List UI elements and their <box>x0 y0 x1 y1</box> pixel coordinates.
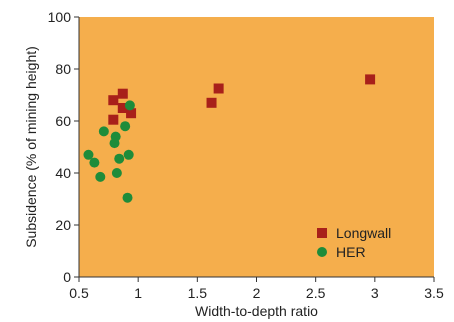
point-longwall-2 <box>117 103 128 113</box>
point-her-6 <box>123 149 134 160</box>
y-axis-label: Subsidence (% of mining height) <box>23 46 39 248</box>
point-longwall-6 <box>213 83 224 94</box>
point-her-10 <box>95 171 106 182</box>
point-her-0 <box>124 100 135 111</box>
point-her-5 <box>83 149 94 160</box>
y-tick-label-1: 20 <box>55 217 71 233</box>
x-tick-label-4: 2.5 <box>306 285 326 301</box>
legend-label-her: HER <box>336 244 366 260</box>
point-longwall-1 <box>117 88 128 99</box>
legend-marker-longwall <box>317 228 327 238</box>
point-longwall-5 <box>206 97 217 108</box>
point-longwall-3 <box>108 114 119 125</box>
point-her-7 <box>114 153 125 164</box>
y-tick-label-2: 40 <box>55 165 71 181</box>
axes: 0.5 1 1.5 2 2.5 3 3.5 0 20 40 60 80 100 <box>48 9 444 301</box>
legend: Longwall HER <box>317 225 391 260</box>
point-her-9 <box>111 168 122 178</box>
point-her-4 <box>109 138 120 149</box>
y-tick-label-5: 100 <box>48 9 72 25</box>
point-her-11 <box>122 192 133 203</box>
x-tick-label-5: 3 <box>371 285 379 301</box>
x-tick-label-2: 1.5 <box>188 285 208 301</box>
x-tick-label-0: 0.5 <box>69 285 89 301</box>
y-tick-label-3: 60 <box>55 113 71 129</box>
point-her-3 <box>120 121 131 132</box>
data-marks <box>83 74 376 203</box>
x-tick-label-3: 2 <box>253 285 261 301</box>
point-longwall-0 <box>108 95 119 106</box>
point-longwall-7 <box>365 74 376 85</box>
x-tick-label-1: 1 <box>134 285 142 301</box>
legend-label-longwall: Longwall <box>336 225 391 241</box>
point-longwall-4 <box>126 108 137 119</box>
point-her-1 <box>98 126 109 137</box>
x-axis-label: Width-to-depth ratio <box>195 303 318 319</box>
point-her-8 <box>89 157 100 168</box>
legend-marker-her <box>317 247 327 257</box>
plot-area <box>79 17 434 277</box>
y-tick-label-4: 80 <box>55 61 71 77</box>
y-tick-label-0: 0 <box>63 269 71 285</box>
x-tick-label-6: 3.5 <box>424 285 444 301</box>
